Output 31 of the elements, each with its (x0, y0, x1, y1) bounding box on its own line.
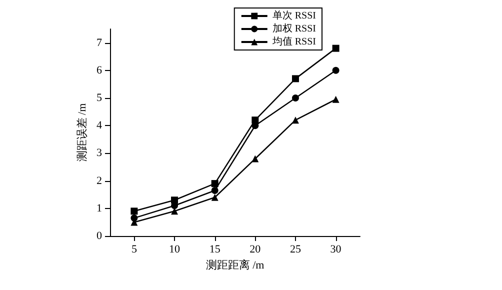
point (292, 116, 299, 124)
point (211, 180, 218, 188)
x-tick-label: 15 (209, 244, 221, 256)
x-tick-label: 25 (290, 244, 302, 256)
y-tick-label: 5 (96, 92, 102, 104)
x-tick-label: 5 (131, 244, 138, 256)
point (332, 66, 340, 74)
point (211, 186, 218, 194)
y-tick-label: 2 (96, 174, 102, 187)
y-tick-label: 7 (96, 36, 102, 49)
point (292, 75, 299, 82)
y-axis-title: 测距误差 /m (76, 102, 88, 162)
point (332, 96, 340, 103)
y-tick-label: 1 (96, 202, 102, 214)
legend-label: 均值 RSSI (271, 36, 316, 48)
point (252, 155, 259, 162)
point (211, 194, 218, 201)
y-tick-label: 0 (96, 230, 102, 242)
x-tick-label: 20 (250, 244, 262, 256)
x-axis-title: 测距距离 /m (206, 258, 265, 272)
x-tick-label: 10 (169, 244, 181, 256)
y-tick-label: 3 (96, 147, 102, 160)
point (332, 44, 340, 52)
y-tick-label: 6 (96, 64, 102, 76)
point (130, 214, 138, 222)
point (292, 94, 299, 102)
y-tick-label: 4 (96, 120, 102, 132)
x-tick-label: 30 (330, 244, 342, 256)
point (130, 208, 138, 215)
legend-label: 单次 RSSI (272, 10, 316, 22)
legend-label: 加权 RSSI (272, 22, 316, 34)
